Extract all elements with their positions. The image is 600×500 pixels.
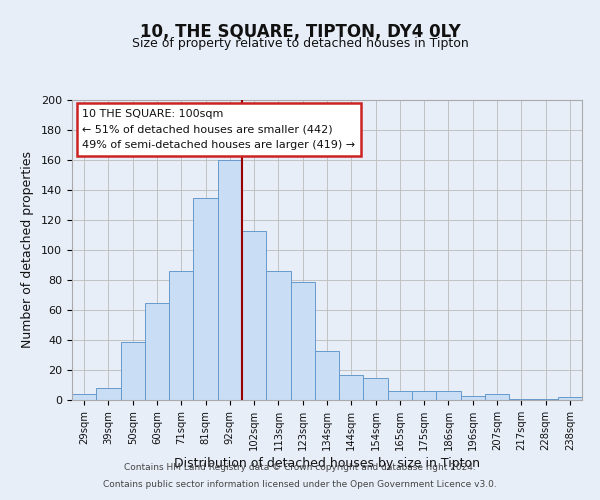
- Text: Contains HM Land Registry data © Crown copyright and database right 2024.: Contains HM Land Registry data © Crown c…: [124, 464, 476, 472]
- Bar: [290, 282, 315, 400]
- Bar: [169, 271, 193, 400]
- Bar: [485, 394, 509, 400]
- Bar: [72, 394, 96, 400]
- Bar: [412, 391, 436, 400]
- Bar: [242, 230, 266, 400]
- Bar: [266, 271, 290, 400]
- Bar: [509, 398, 533, 400]
- Bar: [364, 378, 388, 400]
- Bar: [339, 374, 364, 400]
- Bar: [145, 302, 169, 400]
- Bar: [96, 388, 121, 400]
- Text: 10, THE SQUARE, TIPTON, DY4 0LY: 10, THE SQUARE, TIPTON, DY4 0LY: [140, 22, 460, 40]
- Bar: [461, 396, 485, 400]
- Bar: [218, 160, 242, 400]
- Bar: [121, 342, 145, 400]
- Bar: [315, 350, 339, 400]
- Y-axis label: Number of detached properties: Number of detached properties: [21, 152, 34, 348]
- Bar: [558, 397, 582, 400]
- Bar: [193, 198, 218, 400]
- Bar: [436, 391, 461, 400]
- X-axis label: Distribution of detached houses by size in Tipton: Distribution of detached houses by size …: [174, 457, 480, 470]
- Bar: [388, 391, 412, 400]
- Text: 10 THE SQUARE: 100sqm
← 51% of detached houses are smaller (442)
49% of semi-det: 10 THE SQUARE: 100sqm ← 51% of detached …: [82, 109, 355, 150]
- Text: Size of property relative to detached houses in Tipton: Size of property relative to detached ho…: [131, 38, 469, 51]
- Text: Contains public sector information licensed under the Open Government Licence v3: Contains public sector information licen…: [103, 480, 497, 489]
- Bar: [533, 398, 558, 400]
